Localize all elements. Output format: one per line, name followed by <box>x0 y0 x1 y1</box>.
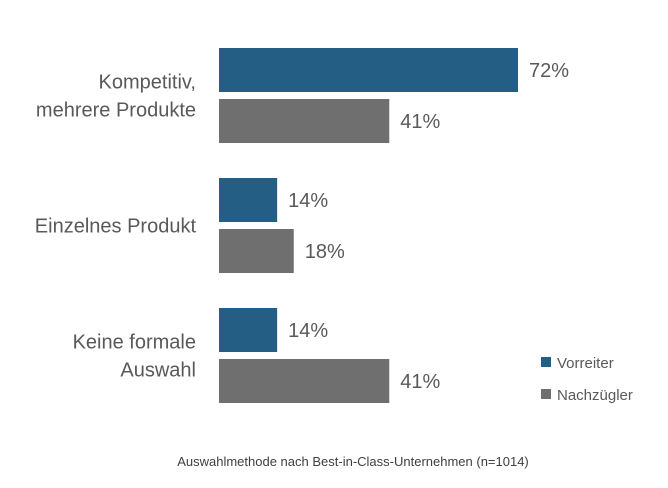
bar-0-1 <box>219 178 278 222</box>
value-label-0-0: 72% <box>529 60 569 82</box>
value-labels-group: 72% 14% 14% 41% 18% 41% <box>288 60 569 393</box>
bars-group <box>219 48 518 403</box>
category-labels-group: Kompetitiv, mehrere Produkte Einzelnes Pro… <box>35 72 197 382</box>
category-label-2-line-1: Auswahl <box>120 360 196 382</box>
value-label-0-1: 14% <box>288 190 328 212</box>
category-label-2-line-0: Keine formale <box>73 332 196 354</box>
bar-1-2 <box>219 359 390 403</box>
value-label-1-0: 41% <box>400 111 440 133</box>
category-label-1-line-0: Einzelnes Produkt <box>35 216 197 238</box>
bar-1-0 <box>219 99 390 143</box>
category-label-0-line-0: Kompetitiv, <box>99 72 196 94</box>
legend-label-nachzuegler: Nachzügler <box>557 387 633 404</box>
value-label-1-2: 41% <box>400 371 440 393</box>
value-label-0-2: 14% <box>288 320 328 342</box>
legend-swatch-nachzuegler <box>541 389 551 399</box>
bar-0-0 <box>219 48 518 92</box>
chart-caption: Auswahlmethode nach Best-in-Class-Untern… <box>177 454 529 469</box>
category-label-0-line-1: mehrere Produkte <box>36 100 196 122</box>
legend-label-vorreiter: Vorreiter <box>557 355 614 372</box>
legend: Vorreiter Nachzügler <box>541 355 633 404</box>
bar-0-2 <box>219 308 278 352</box>
bar-1-1 <box>219 229 294 273</box>
value-label-1-1: 18% <box>305 241 345 263</box>
legend-swatch-vorreiter <box>541 357 551 367</box>
